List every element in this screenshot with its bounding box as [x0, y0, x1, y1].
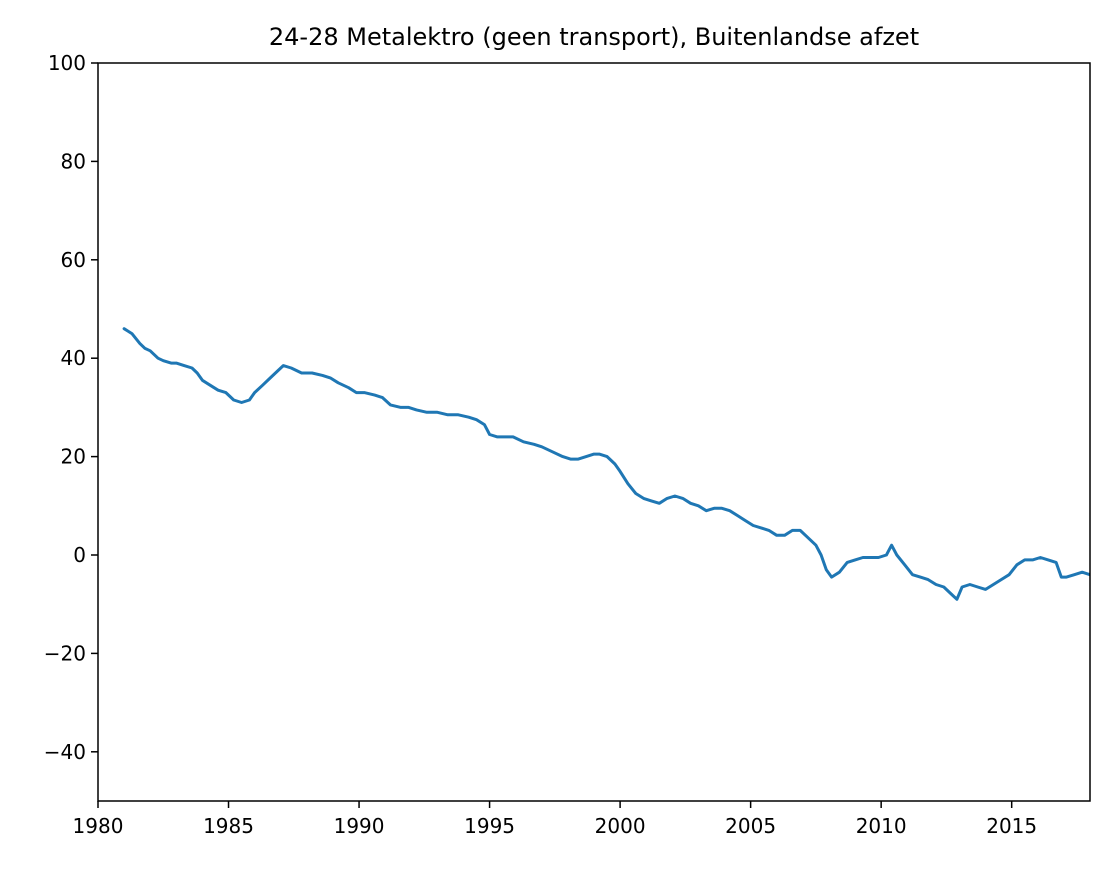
plot-area: [122, 327, 1090, 601]
y-tick-label: −40: [44, 740, 86, 764]
y-axis: 100 80 60 40 20 0 −20 −40: [44, 51, 98, 764]
y-tick-label: 20: [61, 445, 86, 469]
y-tick-label: 100: [48, 51, 86, 75]
chart-title: 24-28 Metalektro (geen transport), Buite…: [269, 23, 919, 51]
y-tick-label: −20: [44, 641, 86, 665]
x-tick-label: 1985: [203, 814, 254, 838]
x-tick-label: 1995: [464, 814, 515, 838]
axes-frame: [97, 62, 1091, 802]
x-tick-label: 2010: [856, 814, 907, 838]
y-tick-label: 80: [61, 149, 86, 173]
series-line: [122, 327, 1090, 601]
x-axis: 1980 1985 1990 1995 2000 2005 2010 2015: [73, 801, 1037, 838]
x-tick-label: 1990: [334, 814, 385, 838]
y-tick-label: 60: [61, 248, 86, 272]
x-tick-label: 2005: [725, 814, 776, 838]
x-tick-label: 2015: [986, 814, 1037, 838]
x-tick-label: 1980: [73, 814, 124, 838]
y-tick-label: 40: [61, 346, 86, 370]
x-tick-label: 2000: [595, 814, 646, 838]
y-tick-label: 0: [73, 543, 86, 567]
